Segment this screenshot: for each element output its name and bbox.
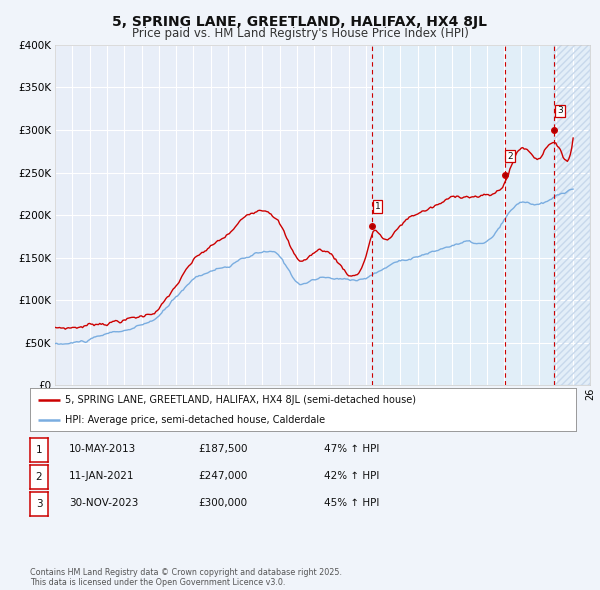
- Text: 2: 2: [35, 472, 43, 482]
- Text: Contains HM Land Registry data © Crown copyright and database right 2025.
This d: Contains HM Land Registry data © Crown c…: [30, 568, 342, 587]
- Text: 2: 2: [507, 152, 513, 160]
- Text: 3: 3: [35, 499, 43, 509]
- Text: 11-JAN-2021: 11-JAN-2021: [69, 471, 134, 481]
- Text: 1: 1: [35, 445, 43, 455]
- Bar: [372, 45, 554, 385]
- Text: £247,000: £247,000: [198, 471, 247, 481]
- Text: £300,000: £300,000: [198, 498, 247, 508]
- Text: 1: 1: [375, 202, 380, 211]
- Text: 47% ↑ HPI: 47% ↑ HPI: [324, 444, 379, 454]
- Text: 5, SPRING LANE, GREETLAND, HALIFAX, HX4 8JL: 5, SPRING LANE, GREETLAND, HALIFAX, HX4 …: [113, 15, 487, 29]
- Text: 42% ↑ HPI: 42% ↑ HPI: [324, 471, 379, 481]
- Bar: [554, 45, 590, 385]
- Text: 10-MAY-2013: 10-MAY-2013: [69, 444, 136, 454]
- Bar: [554, 45, 590, 385]
- Text: 5, SPRING LANE, GREETLAND, HALIFAX, HX4 8JL (semi-detached house): 5, SPRING LANE, GREETLAND, HALIFAX, HX4 …: [65, 395, 416, 405]
- Text: HPI: Average price, semi-detached house, Calderdale: HPI: Average price, semi-detached house,…: [65, 415, 326, 425]
- Text: £187,500: £187,500: [198, 444, 248, 454]
- Text: Price paid vs. HM Land Registry's House Price Index (HPI): Price paid vs. HM Land Registry's House …: [131, 27, 469, 40]
- Text: 3: 3: [557, 106, 563, 116]
- Text: 30-NOV-2023: 30-NOV-2023: [69, 498, 139, 508]
- Text: 45% ↑ HPI: 45% ↑ HPI: [324, 498, 379, 508]
